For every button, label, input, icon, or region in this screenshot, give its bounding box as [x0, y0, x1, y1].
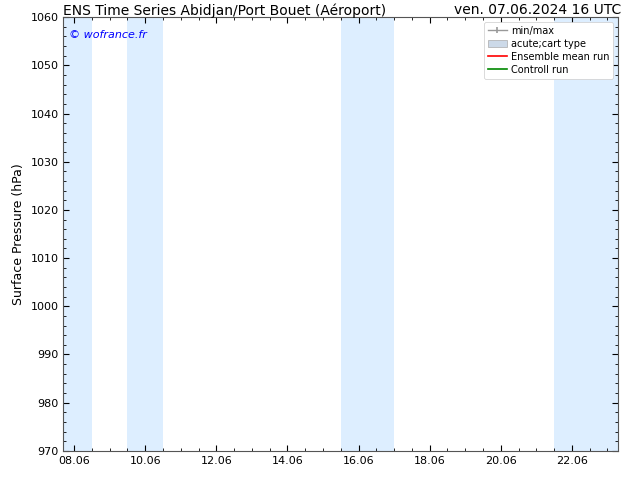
Text: © wofrance.fr: © wofrance.fr: [69, 30, 147, 40]
Legend: min/max, acute;cart type, Ensemble mean run, Controll run: min/max, acute;cart type, Ensemble mean …: [484, 22, 613, 78]
Y-axis label: Surface Pressure (hPa): Surface Pressure (hPa): [12, 163, 25, 305]
Text: ven. 07.06.2024 16 UTC: ven. 07.06.2024 16 UTC: [454, 3, 621, 18]
Text: ENS Time Series Abidjan/Port Bouet (Aéroport): ENS Time Series Abidjan/Port Bouet (Aéro…: [63, 3, 387, 18]
Bar: [127, 17, 163, 451]
Bar: [63, 17, 92, 451]
Bar: [554, 17, 618, 451]
Bar: [341, 17, 394, 451]
